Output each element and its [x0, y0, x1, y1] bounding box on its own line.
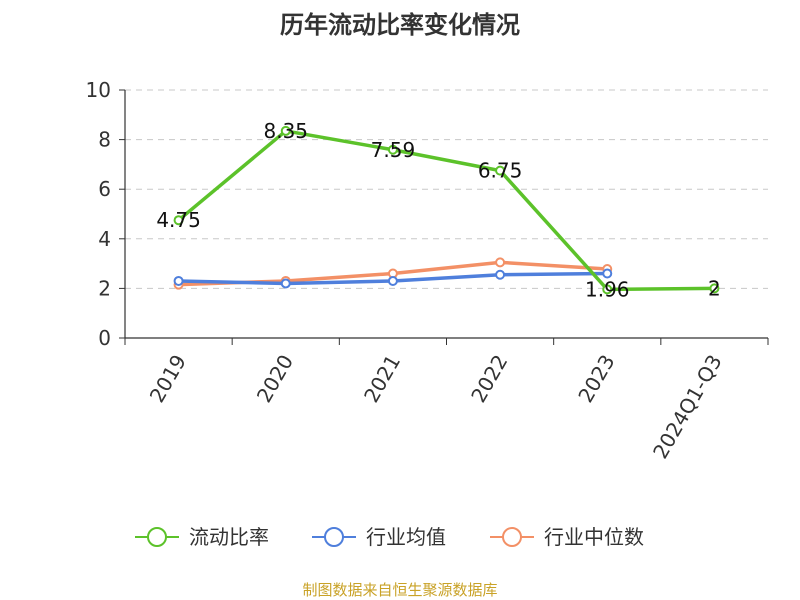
y-tick-label: 0	[98, 326, 111, 350]
legend-label: 行业均值	[366, 525, 446, 549]
series-line	[177, 129, 715, 292]
x-tick-label: 2022	[466, 351, 512, 407]
y-tick-label: 6	[98, 177, 111, 201]
y-tick-label: 4	[98, 227, 111, 251]
legend-item: 流动比率	[135, 525, 269, 549]
data-label: 1.96	[585, 277, 630, 301]
y-tick-label: 10	[86, 78, 111, 102]
data-point	[709, 283, 720, 294]
data-label: 4.75	[156, 208, 201, 232]
data-point	[387, 275, 398, 286]
legend-label: 行业中位数	[544, 525, 644, 549]
series-lines	[173, 125, 720, 295]
chart-title: 历年流动比率变化情况	[280, 11, 520, 39]
data-labels: 4.75 8.35 7.59 6.75 1.96 2	[156, 119, 720, 301]
source-note: 制图数据来自恒生聚源数据库	[302, 581, 497, 599]
data-label: 6.75	[478, 159, 523, 183]
data-point	[602, 284, 613, 295]
data-point	[280, 278, 291, 289]
legend-item: 行业中位数	[490, 525, 644, 549]
x-tick-label: 2019	[145, 351, 191, 407]
x-tick-label: 2024Q1-Q3	[648, 351, 727, 463]
data-point	[173, 215, 184, 226]
legend-marker	[502, 527, 522, 547]
legend-item: 行业均值	[312, 525, 446, 549]
data-label: 8.35	[263, 119, 308, 143]
data-label: 2	[708, 276, 721, 300]
data-label: 7.59	[371, 138, 416, 162]
x-tick-label: 2020	[252, 351, 298, 407]
data-point	[387, 144, 398, 155]
x-tick-label: 2023	[573, 351, 619, 407]
y-tick-label: 8	[98, 128, 111, 152]
y-tick-label: 2	[98, 276, 111, 300]
data-point	[173, 275, 184, 286]
data-point	[280, 125, 291, 136]
data-point	[495, 269, 506, 280]
data-point	[495, 257, 506, 268]
legend: 流动比率 行业均值 行业中位数	[135, 525, 644, 549]
x-axis-ticks: 2019 2020 2021 2022 2023 2024Q1-Q3	[124, 338, 769, 463]
legend-marker	[147, 527, 167, 547]
data-point	[495, 165, 506, 176]
legend-marker	[324, 527, 344, 547]
gridlines	[125, 89, 768, 289]
y-axis-ticks: 0 2 4 6 8 10	[86, 78, 125, 350]
axes	[124, 90, 768, 339]
x-tick-label: 2021	[359, 351, 405, 407]
legend-label: 流动比率	[189, 525, 269, 549]
data-point	[602, 268, 613, 279]
